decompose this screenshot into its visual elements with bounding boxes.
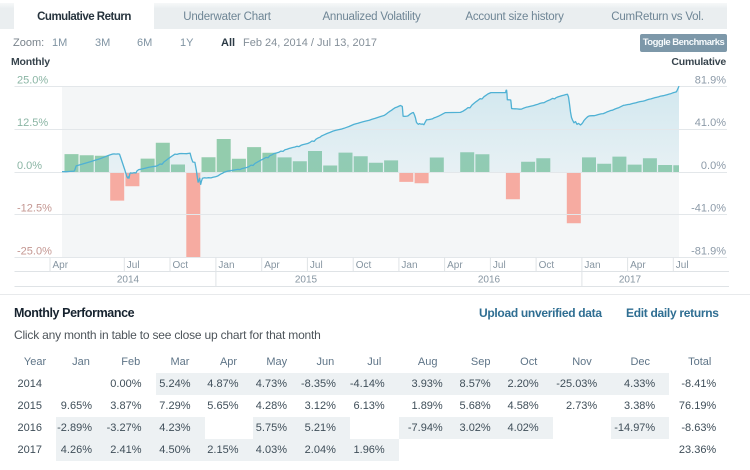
svg-text:Monthly: Monthly: [11, 56, 50, 68]
svg-text:Oct: Oct: [173, 260, 189, 271]
svg-text:Jul: Jul: [493, 260, 506, 271]
svg-text:Apr: Apr: [630, 260, 646, 271]
svg-text:-81.9%: -81.9%: [691, 246, 726, 258]
svg-text:Apr: Apr: [264, 260, 280, 271]
svg-text:Jan: Jan: [401, 260, 417, 271]
svg-text:-12.5%: -12.5%: [17, 203, 52, 215]
svg-text:81.9%: 81.9%: [695, 75, 726, 87]
svg-text:Apr: Apr: [447, 260, 463, 271]
svg-text:Oct: Oct: [356, 260, 372, 271]
svg-text:-25.0%: -25.0%: [17, 246, 52, 258]
svg-text:2015: 2015: [295, 275, 318, 286]
svg-text:Cumulative: Cumulative: [671, 56, 726, 68]
svg-text:Jan: Jan: [218, 260, 234, 271]
svg-text:Jul: Jul: [127, 260, 140, 271]
svg-text:Jan: Jan: [584, 260, 600, 271]
svg-text:2016: 2016: [478, 275, 501, 286]
svg-text:-41.0%: -41.0%: [691, 203, 726, 215]
svg-text:0.0%: 0.0%: [17, 160, 42, 172]
svg-text:12.5%: 12.5%: [17, 117, 48, 129]
svg-text:2014: 2014: [117, 275, 140, 286]
svg-text:Jul: Jul: [310, 260, 323, 271]
svg-text:0.0%: 0.0%: [701, 160, 726, 172]
svg-text:Oct: Oct: [539, 260, 555, 271]
svg-text:Apr: Apr: [53, 260, 69, 271]
svg-text:41.0%: 41.0%: [695, 117, 726, 129]
svg-text:25.0%: 25.0%: [17, 75, 48, 87]
svg-text:2017: 2017: [619, 275, 642, 286]
svg-text:Jul: Jul: [676, 260, 689, 271]
